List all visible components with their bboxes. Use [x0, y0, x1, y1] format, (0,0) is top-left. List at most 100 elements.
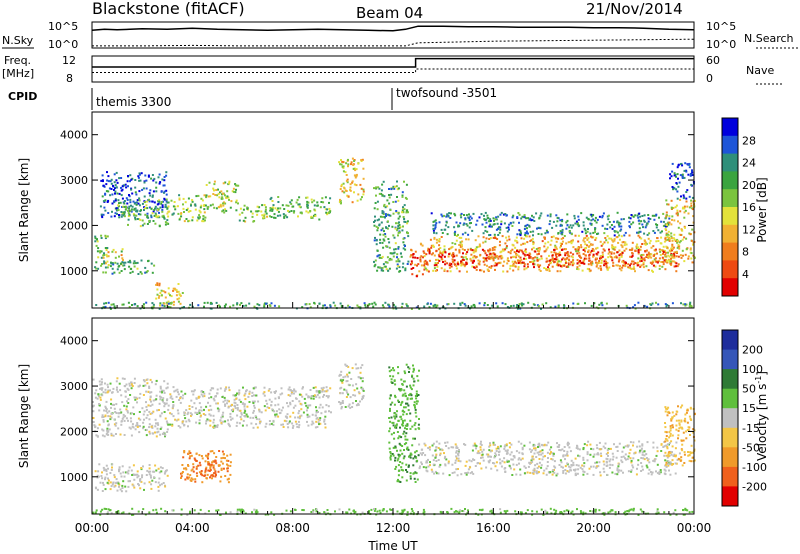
heatmap-cell	[510, 256, 513, 259]
heatmap-cell	[460, 260, 463, 263]
heatmap-cell	[668, 259, 671, 262]
heatmap-cell	[150, 483, 153, 486]
heatmap-cell	[119, 408, 122, 411]
heatmap-cell	[409, 456, 412, 459]
heatmap-cell	[251, 391, 254, 394]
heatmap-cell	[665, 224, 668, 227]
heatmap-cell	[319, 206, 322, 209]
heatmap-cell	[570, 233, 573, 236]
heatmap-cell	[603, 249, 606, 252]
heatmap-cell	[641, 453, 644, 456]
heatmap-cell	[398, 455, 401, 458]
heatmap-cell	[165, 171, 168, 174]
heatmap-cell	[562, 455, 565, 458]
heatmap-cell	[578, 251, 581, 254]
heatmap-cell	[213, 468, 216, 471]
heatmap-cell	[613, 248, 616, 251]
heatmap-cell	[623, 244, 626, 247]
heatmap-cell	[670, 232, 673, 235]
heatmap-cell	[449, 217, 452, 219]
heatmap-cell	[666, 225, 669, 228]
heatmap-cell	[598, 215, 601, 218]
heatmap-cell	[612, 246, 615, 249]
heatmap-cell	[637, 219, 640, 222]
heatmap-cell	[351, 406, 354, 408]
heatmap-cell	[561, 233, 564, 236]
heatmap-cell	[194, 203, 197, 206]
heatmap-cell	[582, 447, 585, 449]
heatmap-cell	[142, 384, 145, 387]
heatmap-cell	[628, 220, 631, 223]
heatmap-cell	[113, 173, 116, 176]
heatmap-cell	[439, 452, 442, 455]
heatmap-cell	[227, 464, 230, 467]
heatmap-cell	[306, 416, 309, 419]
heatmap-cell	[644, 243, 647, 246]
heatmap-cell	[94, 266, 97, 269]
heatmap-cell	[592, 455, 595, 458]
heatmap-cell	[136, 424, 139, 427]
heatmap-cell	[118, 202, 120, 205]
heatmap-cell	[207, 401, 209, 404]
heatmap-cell	[464, 218, 467, 221]
heatmap-cell	[122, 303, 125, 306]
heatmap-cell	[102, 420, 105, 423]
heatmap-cell	[422, 452, 425, 454]
heatmap-cell	[537, 247, 540, 250]
heatmap-cell	[116, 377, 119, 380]
heatmap-cell	[582, 458, 585, 461]
heatmap-cell	[556, 220, 559, 223]
heatmap-cell	[128, 195, 131, 198]
heatmap-cell	[486, 264, 488, 267]
heatmap-cell	[595, 247, 598, 250]
heatmap-cell	[273, 391, 276, 393]
heatmap-cell	[575, 464, 578, 467]
heatmap-cell	[588, 241, 591, 244]
heatmap-cell	[220, 421, 223, 424]
heatmap-cell	[519, 262, 522, 265]
heatmap-cell	[572, 224, 575, 227]
heatmap-cell	[620, 218, 623, 221]
heatmap-cell	[613, 256, 616, 259]
heatmap-cell	[386, 256, 389, 259]
heatmap-cell	[117, 481, 120, 484]
heatmap-cell	[669, 173, 672, 176]
heatmap-cell	[675, 204, 678, 207]
heatmap-cell	[512, 304, 515, 307]
heatmap-cell	[172, 401, 175, 403]
heatmap-cell	[639, 248, 642, 251]
heatmap-cell	[604, 237, 607, 239]
heatmap-cell	[279, 393, 282, 396]
heatmap-cell	[97, 247, 100, 250]
heatmap-cell	[394, 242, 397, 245]
heatmap-cell	[315, 395, 318, 398]
heatmap-cell	[612, 264, 614, 267]
heatmap-cell	[410, 248, 413, 251]
heatmap-cell	[611, 227, 614, 230]
heatmap-cell	[160, 289, 163, 292]
heatmap-cell	[383, 203, 386, 206]
heatmap-cell	[515, 252, 518, 255]
heatmap-cell	[645, 242, 648, 245]
heatmap-cell	[551, 452, 554, 455]
heatmap-cell	[386, 199, 389, 202]
heatmap-cell	[114, 184, 117, 187]
heatmap-cell	[636, 262, 639, 265]
heatmap-cell	[130, 204, 132, 207]
heatmap-cell	[580, 212, 583, 215]
heatmap-cell	[522, 261, 525, 264]
heatmap-cell	[143, 410, 146, 413]
heatmap-cell	[665, 465, 668, 468]
heatmap-cell	[445, 458, 448, 461]
heatmap-cell	[181, 422, 184, 425]
heatmap-cell	[402, 241, 405, 244]
heatmap-cell	[642, 258, 645, 261]
heatmap-cell	[684, 253, 687, 256]
heatmap-cell	[589, 453, 592, 456]
heatmap-cell	[403, 449, 405, 451]
heatmap-cell	[397, 246, 400, 248]
heatmap-cell	[563, 235, 566, 237]
heatmap-cell	[176, 298, 179, 301]
heatmap-cell	[270, 216, 273, 218]
